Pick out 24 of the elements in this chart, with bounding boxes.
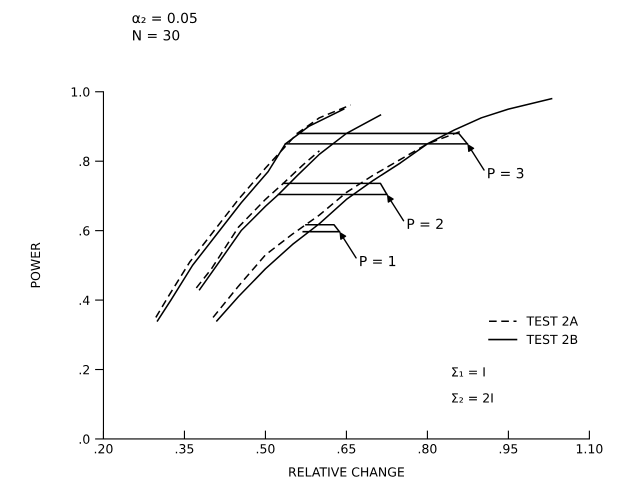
x-tick-label: .80 bbox=[418, 444, 437, 454]
y-axis-title: POWER bbox=[30, 242, 40, 288]
text: α₂ = 0.05 bbox=[132, 12, 197, 24]
annotation: P = 3 bbox=[488, 168, 524, 178]
x-tick-label: .95 bbox=[500, 444, 518, 454]
y-tick-label: .0 bbox=[80, 434, 90, 444]
annotation: Σ₂ = 2I bbox=[452, 393, 493, 403]
x-tick-label: .50 bbox=[256, 444, 275, 454]
x-axis-title: RELATIVE CHANGE bbox=[289, 467, 404, 477]
y-tick-label: .4 bbox=[80, 296, 90, 305]
x-tick-label: .20 bbox=[94, 444, 113, 454]
y-tick-label: 1.0 bbox=[72, 87, 90, 97]
x-tick-label: 1.10 bbox=[576, 444, 602, 454]
y-tick-label: .6 bbox=[80, 226, 90, 236]
legend-label: TEST 2B bbox=[526, 334, 578, 344]
text: N = 30 bbox=[133, 30, 180, 41]
x-tick-label: .35 bbox=[176, 444, 194, 454]
legend-label: TEST 2A bbox=[526, 316, 578, 326]
y-tick-label: .2 bbox=[80, 364, 90, 374]
x-tick-label: .65 bbox=[338, 444, 356, 454]
annotation: P = 1 bbox=[360, 256, 396, 266]
annotation: Σ₁ = I bbox=[452, 367, 485, 376]
y-tick-label: .8 bbox=[80, 156, 90, 166]
annotation: P = 2 bbox=[408, 218, 443, 229]
